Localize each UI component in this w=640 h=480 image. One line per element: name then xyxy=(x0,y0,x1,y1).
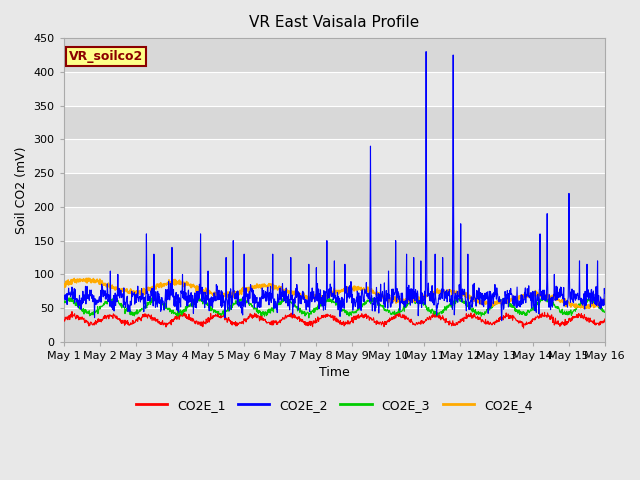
CO2E_1 xyxy=(167,320,175,326)
CO2E_4 xyxy=(489,303,497,309)
CO2E_4 xyxy=(84,276,92,281)
Bar xyxy=(64,308,605,342)
CO2E_3 xyxy=(601,309,609,315)
CO2E_1 xyxy=(241,318,249,324)
Bar xyxy=(64,207,605,240)
CO2E_1 xyxy=(489,320,497,325)
X-axis label: Time: Time xyxy=(319,367,349,380)
CO2E_4 xyxy=(168,278,175,284)
CO2E_1 xyxy=(214,309,221,314)
CO2E_1 xyxy=(520,325,527,331)
CO2E_3 xyxy=(241,298,248,304)
CO2E_1 xyxy=(60,318,68,324)
CO2E_4 xyxy=(580,305,588,311)
Bar xyxy=(64,173,605,207)
CO2E_4 xyxy=(60,284,68,289)
CO2E_3 xyxy=(419,301,427,307)
CO2E_1 xyxy=(601,316,609,322)
CO2E_3 xyxy=(167,309,175,314)
CO2E_3 xyxy=(490,300,497,306)
CO2E_4 xyxy=(180,279,188,285)
Line: CO2E_3: CO2E_3 xyxy=(64,297,605,318)
CO2E_3 xyxy=(180,306,188,312)
CO2E_3 xyxy=(538,298,545,303)
CO2E_2 xyxy=(601,290,609,296)
CO2E_3 xyxy=(322,294,330,300)
Line: CO2E_2: CO2E_2 xyxy=(64,52,605,321)
CO2E_2 xyxy=(167,290,175,296)
CO2E_4 xyxy=(601,296,609,302)
Line: CO2E_4: CO2E_4 xyxy=(64,278,605,308)
CO2E_1 xyxy=(538,312,545,317)
CO2E_3 xyxy=(60,299,68,305)
Bar xyxy=(64,240,605,275)
Line: CO2E_1: CO2E_1 xyxy=(64,312,605,328)
Text: VR_soilco2: VR_soilco2 xyxy=(69,50,143,63)
CO2E_4 xyxy=(241,285,249,291)
CO2E_2 xyxy=(418,290,426,296)
Y-axis label: Soil CO2 (mV): Soil CO2 (mV) xyxy=(15,146,28,234)
Bar xyxy=(64,72,605,106)
CO2E_3 xyxy=(305,315,313,321)
CO2E_2 xyxy=(180,289,188,295)
Legend: CO2E_1, CO2E_2, CO2E_3, CO2E_4: CO2E_1, CO2E_2, CO2E_3, CO2E_4 xyxy=(131,394,538,417)
Bar xyxy=(64,38,605,72)
Bar xyxy=(64,275,605,308)
CO2E_2 xyxy=(538,291,545,297)
CO2E_2 xyxy=(422,49,430,55)
Bar xyxy=(64,139,605,173)
CO2E_1 xyxy=(180,313,188,319)
Title: VR East Vaisala Profile: VR East Vaisala Profile xyxy=(249,15,419,30)
CO2E_4 xyxy=(537,290,545,296)
CO2E_4 xyxy=(419,297,426,302)
CO2E_2 xyxy=(241,295,248,301)
CO2E_2 xyxy=(60,295,68,301)
Bar xyxy=(64,106,605,139)
CO2E_2 xyxy=(489,297,497,302)
CO2E_1 xyxy=(419,319,426,325)
CO2E_2 xyxy=(498,318,506,324)
